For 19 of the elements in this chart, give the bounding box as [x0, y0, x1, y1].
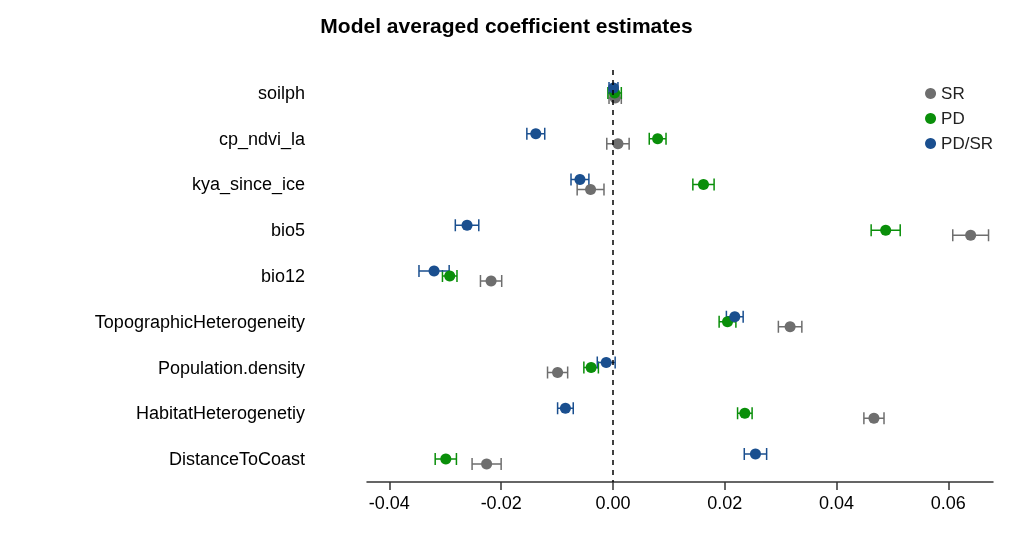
y-tick-label: cp_ndvi_la	[218, 128, 306, 150]
chart-title: Model averaged coefficient estimates	[320, 14, 693, 37]
legend-label: PD/SR	[941, 134, 994, 153]
legend-label: PD	[941, 109, 965, 128]
y-tick-label: Population.density	[157, 357, 305, 378]
y-tick-label: bio5	[270, 220, 305, 241]
y-tick-label: TopographicHeterogeneity	[94, 311, 305, 332]
x-tick-label: 0.00	[595, 493, 631, 513]
y-tick-label: kya_since_ice	[191, 174, 305, 196]
legend-label: SR	[941, 84, 965, 103]
x-tick-label: -0.04	[368, 493, 410, 513]
y-tick-label: soilph	[257, 82, 305, 103]
x-tick-label: 0.06	[930, 493, 966, 513]
x-tick-label: 0.04	[818, 493, 855, 513]
x-tick-label: 0.02	[707, 493, 743, 513]
x-tick-label: -0.02	[480, 493, 522, 513]
y-tick-label: bio12	[260, 266, 305, 286]
y-tick-label: HabitatHeterogenetiy	[135, 403, 305, 424]
y-tick-label: DistanceToCoast	[168, 449, 305, 470]
